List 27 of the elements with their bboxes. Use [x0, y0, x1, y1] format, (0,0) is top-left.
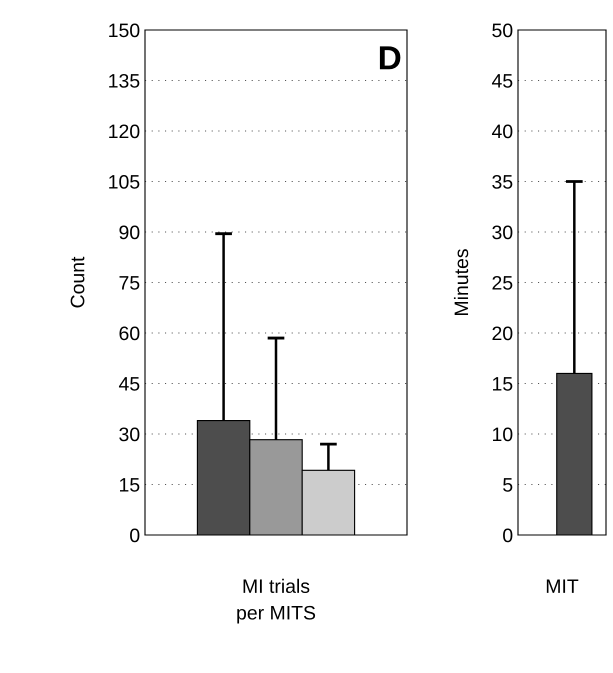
y-tick-label: 15 [120, 478, 140, 492]
y-tick-label: 90 [119, 225, 140, 240]
x-axis-title: MIT [546, 579, 578, 593]
y-tick-label: 45 [118, 377, 140, 391]
y-tick-label: 120 [109, 124, 140, 138]
y-tick-label: 15 [492, 377, 512, 391]
y-tick-label: 0 [503, 528, 512, 542]
y-tick-label: 30 [492, 225, 512, 240]
y-tick-label: 30 [119, 427, 140, 442]
y-tick-label: 20 [492, 326, 512, 340]
y-tick-label: 75 [120, 276, 140, 290]
y-tick-label: 60 [120, 326, 140, 340]
y-tick-label: 45 [492, 74, 512, 88]
y-tick-label: 50 [492, 23, 512, 38]
y-tick-label: 40 [492, 124, 512, 138]
y-tick-label: 35 [492, 174, 512, 189]
y-tick-label: 25 [492, 276, 512, 290]
y-tick-label: 0 [130, 528, 140, 542]
y-axis-title: Count [70, 256, 84, 308]
y-tick-label: 10 [492, 427, 512, 442]
y-axis-title: Minutes [454, 249, 468, 315]
annotation: D [380, 46, 400, 70]
y-tick-label: 5 [503, 478, 512, 492]
y-tick-label: 135 [109, 74, 140, 88]
y-tick-label: 105 [109, 174, 140, 189]
x-axis-title: MI trials per MITS [237, 578, 316, 624]
y-tick-label: 150 [109, 23, 140, 38]
